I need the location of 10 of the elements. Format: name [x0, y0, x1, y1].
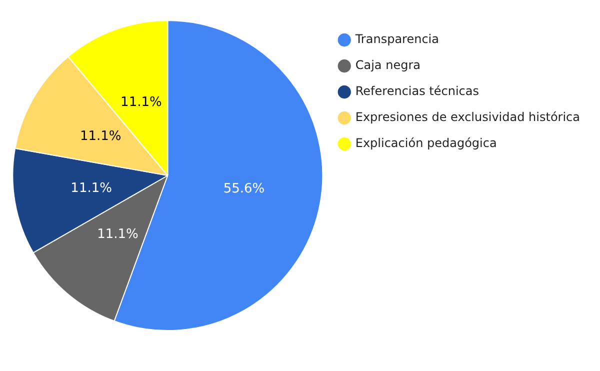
legend-label: Caja negra: [355, 58, 421, 72]
data-label: 55.6%: [223, 181, 265, 196]
legend-label: Referencias técnicas: [355, 84, 480, 98]
data-label: 11.1%: [120, 95, 162, 110]
data-label: 11.1%: [70, 181, 112, 196]
legend-label: Transparencia: [354, 32, 439, 46]
legend-label: Expresiones de exclusividad histórica: [355, 110, 580, 124]
data-label: 11.1%: [80, 129, 122, 144]
data-label: 11.1%: [97, 227, 138, 242]
legend-label: Explicación pedagógica: [355, 136, 497, 150]
